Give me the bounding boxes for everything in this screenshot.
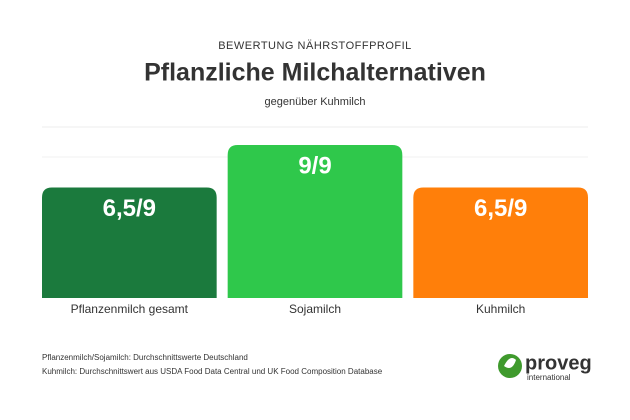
footnote: Pflanzenmilch/Sojamilch: Durchschnittswe… xyxy=(42,353,248,362)
x-tick-label: Kuhmilch xyxy=(476,302,525,316)
logo-tagline: international xyxy=(527,373,571,382)
x-tick-label: Sojamilch xyxy=(289,302,341,316)
x-tick-label: Pflanzenmilch gesamt xyxy=(71,302,189,316)
logo-leaf xyxy=(504,358,516,368)
chart-kicker: BEWERTUNG NÄHRSTOFFPROFIL xyxy=(218,40,412,52)
chart-title: Pflanzliche Milchalternativen xyxy=(144,59,486,87)
value-label: 9/9 xyxy=(298,152,331,179)
bar xyxy=(227,145,403,298)
logo-name: proveg xyxy=(525,352,592,374)
bar xyxy=(413,187,588,298)
chart-subtitle: gegenüber Kuhmilch xyxy=(265,96,366,108)
value-label: 6,5/9 xyxy=(103,195,156,222)
logo: proveg international xyxy=(498,352,592,382)
value-label: 6,5/9 xyxy=(474,195,527,222)
bar xyxy=(42,187,217,298)
footnote: Kuhmilch: Durchschnittswert aus USDA Foo… xyxy=(42,367,383,376)
